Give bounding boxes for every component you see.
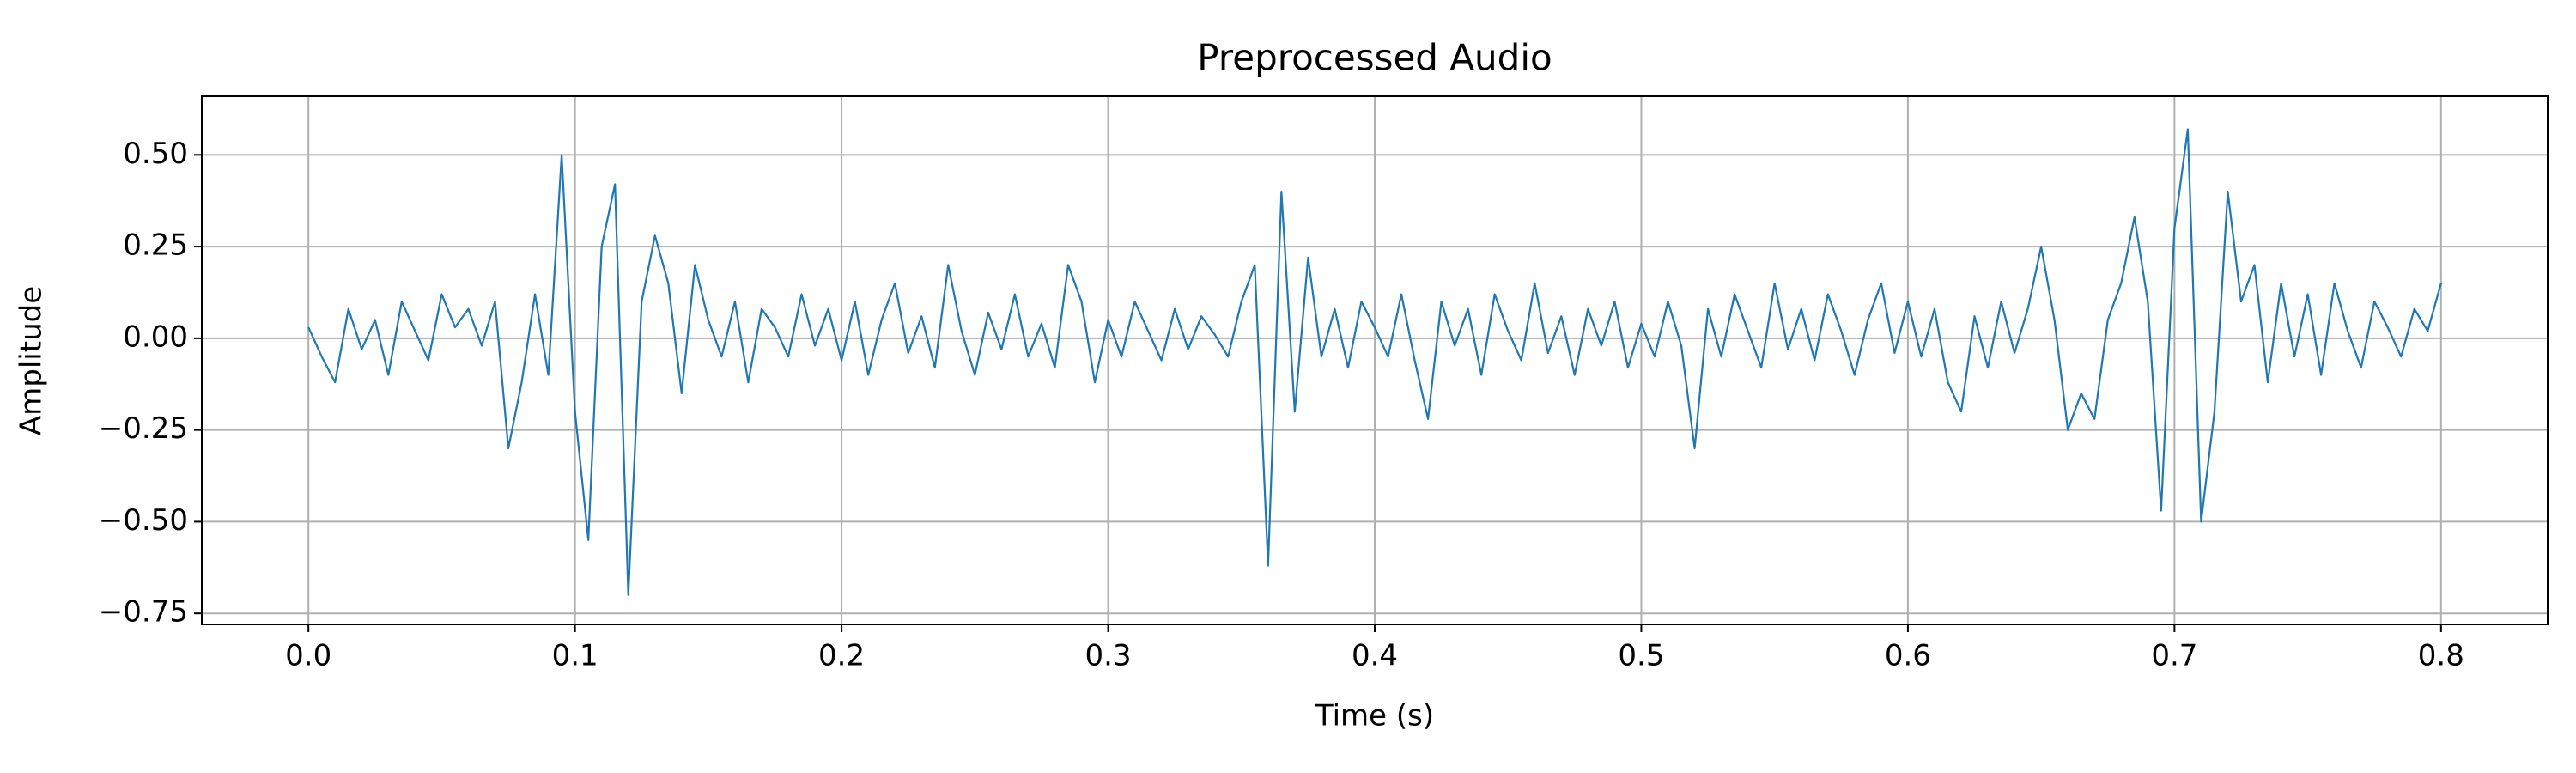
- waveform-line: [307, 128, 2442, 596]
- plot-frame: [201, 95, 2549, 625]
- y-tick-label: −0.75: [99, 595, 188, 630]
- x-tick-label: 0.7: [2151, 639, 2197, 673]
- x-tick-label: 0.2: [818, 639, 865, 673]
- x-tick-label: 0.5: [1618, 639, 1664, 673]
- x-tick-label: 0.6: [1885, 639, 1931, 673]
- x-tick-label: 0.4: [1352, 639, 1398, 673]
- y-tick-label: −0.25: [99, 411, 188, 446]
- y-tick-label: 0.00: [123, 320, 188, 354]
- x-tick-label: 0.8: [2418, 639, 2464, 673]
- y-axis-label: Amplitude: [15, 286, 49, 435]
- x-tick-label: 0.0: [285, 639, 331, 673]
- x-axis-label: Time (s): [1315, 699, 1434, 733]
- y-tick-label: 0.25: [123, 228, 188, 263]
- x-tick-label: 0.3: [1085, 639, 1132, 673]
- y-tick-label: −0.50: [99, 503, 188, 538]
- y-tick-label: 0.50: [123, 137, 188, 171]
- x-tick-label: 0.1: [552, 639, 598, 673]
- chart-title: Preprocessed Audio: [1197, 37, 1552, 79]
